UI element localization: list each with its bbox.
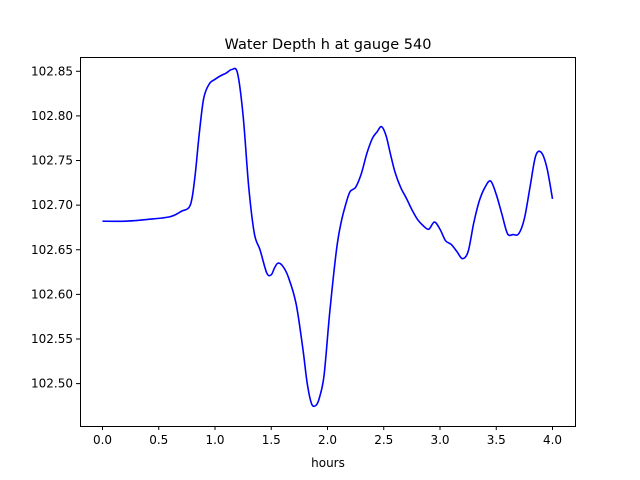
y-tick-label: 102.85	[31, 64, 73, 78]
x-axis-ticks: 0.0 0.5 1.0 1.5 2.0 2.5 3.0 3.5 4.0	[93, 426, 562, 447]
y-axis-ticks: 102.50 102.55 102.60 102.65 102.70 102.75 102.…	[31, 64, 80, 391]
x-tick-label: 2.0	[318, 433, 337, 447]
axes-frame	[80, 57, 576, 427]
plot-area	[102, 67, 554, 408]
x-tick-label: 2.5	[374, 433, 393, 447]
chart-title: Water Depth h at gauge 540	[225, 37, 432, 53]
y-tick-label: 102.80	[31, 109, 73, 123]
y-tick-label: 102.75	[31, 154, 73, 168]
y-tick-label: 102.60	[31, 287, 73, 301]
series-line	[102, 67, 554, 408]
y-tick-label: 102.65	[31, 243, 73, 257]
x-tick-label: 3.5	[487, 433, 506, 447]
x-tick-label: 0.5	[149, 433, 168, 447]
x-tick-label: 0.0	[93, 433, 112, 447]
x-tick-label: 4.0	[543, 433, 562, 447]
x-tick-label: 3.0	[430, 433, 449, 447]
x-tick-label: 1.5	[262, 433, 281, 447]
y-tick-label: 102.55	[31, 332, 73, 346]
x-axis-label: hours	[311, 456, 345, 470]
y-tick-label: 102.50	[31, 377, 73, 391]
x-tick-label: 1.0	[205, 433, 224, 447]
y-tick-label: 102.70	[31, 198, 73, 212]
